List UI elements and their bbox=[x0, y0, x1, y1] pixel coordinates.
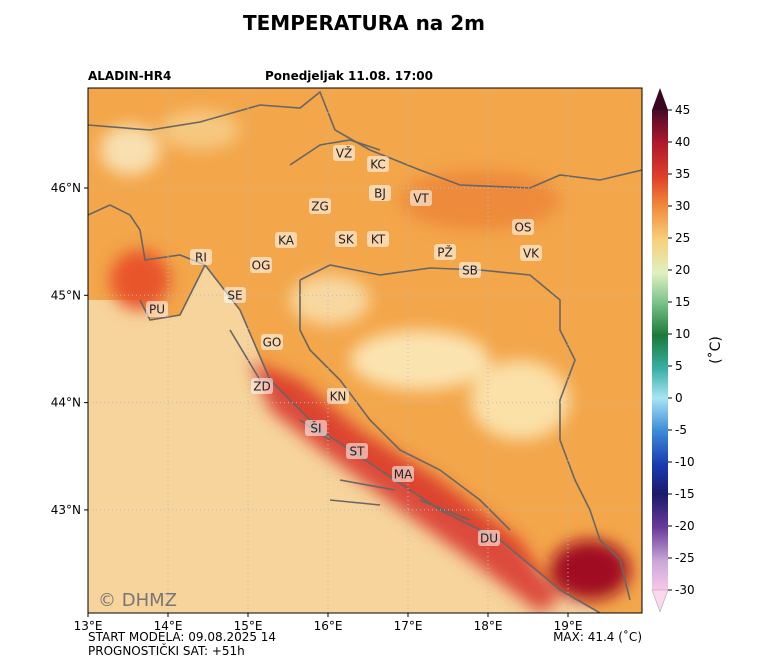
colorbar-tick-label: 30 bbox=[675, 199, 690, 213]
city-label: SE bbox=[227, 289, 242, 303]
city-label: ŠI bbox=[310, 421, 321, 436]
colorbar-tick-label: 15 bbox=[675, 295, 690, 309]
axes: 13°E 14°E 15°E 16°E 17°E 18°E 19°E 46°N 45°N 44°N… bbox=[51, 181, 583, 633]
colorbar bbox=[652, 110, 668, 590]
city-badge bbox=[335, 231, 357, 247]
city-label: KA bbox=[278, 234, 295, 248]
colorbar-tick-label: -25 bbox=[675, 551, 695, 565]
city-badge bbox=[146, 301, 168, 317]
city-label: BJ bbox=[374, 187, 386, 201]
map-frame bbox=[87, 87, 643, 614]
city-badge bbox=[309, 198, 331, 214]
city-label: SK bbox=[338, 233, 355, 247]
x-tick-label: 16°E bbox=[314, 619, 343, 633]
y-tick-label: 43°N bbox=[51, 503, 81, 517]
x-tick-label: 15°E bbox=[234, 619, 263, 633]
map: VŽ KC BJ VT ZG OS KA SK KT PŽ VK RI OG SB SE PU GO ZD KN ŠI… bbox=[88, 88, 642, 613]
city-label: VK bbox=[523, 247, 540, 261]
colorbar-tick-label: -20 bbox=[675, 519, 695, 533]
city-label: DU bbox=[480, 532, 498, 546]
city-badge bbox=[410, 190, 432, 206]
colorbar-tick-label: -10 bbox=[675, 455, 695, 469]
colorbar-tick-label: 45 bbox=[675, 103, 690, 117]
colorbar-tick-label: 10 bbox=[675, 327, 690, 341]
colorbar-tick-label: 35 bbox=[675, 167, 690, 181]
city-badge bbox=[478, 530, 500, 546]
x-tick-label: 19°E bbox=[554, 619, 583, 633]
city-label: KT bbox=[371, 233, 386, 247]
city-badge bbox=[346, 443, 368, 459]
city-label: GO bbox=[263, 336, 282, 350]
colorbar-extend-min bbox=[651, 589, 669, 613]
city-label: SB bbox=[462, 264, 478, 278]
x-tick-label: 17°E bbox=[394, 619, 423, 633]
colorbar-tick-label: -30 bbox=[675, 583, 695, 597]
city-badge bbox=[327, 388, 349, 404]
city-label: OG bbox=[252, 259, 271, 273]
city-labels: VŽ KC BJ VT ZG OS KA SK KT PŽ VK RI OG SB SE PU GO ZD KN ŠI… bbox=[146, 145, 542, 546]
colorbar-extend-max bbox=[652, 88, 668, 110]
x-tick-label: 14°E bbox=[154, 619, 183, 633]
city-badge bbox=[367, 231, 389, 247]
city-badge bbox=[459, 262, 481, 278]
model-start: START MODELA: 09.08.2025 14 bbox=[88, 630, 276, 644]
x-tick-label: 18°E bbox=[474, 619, 503, 633]
colorbar-tick-label: 5 bbox=[675, 359, 683, 373]
city-badge bbox=[367, 156, 389, 172]
y-tick-label: 44°N bbox=[51, 396, 81, 410]
city-label: VŽ bbox=[336, 146, 352, 161]
copyright: © DHMZ bbox=[98, 590, 177, 611]
colorbar-tick-label: 0 bbox=[675, 391, 683, 405]
city-label: VT bbox=[413, 192, 429, 206]
city-label: MA bbox=[394, 468, 413, 482]
title: TEMPERATURA na 2m bbox=[243, 11, 485, 35]
graticule bbox=[88, 88, 642, 613]
city-badge bbox=[261, 334, 283, 350]
city-badge bbox=[392, 466, 414, 482]
city-label: PŽ bbox=[437, 245, 452, 260]
city-badge bbox=[434, 244, 456, 260]
colorbar-ticks: 45 40 35 30 25 20 15 10 5 0 -5 -10 -15 -20 -25 -30 bbox=[668, 103, 695, 597]
city-badge bbox=[190, 249, 212, 265]
city-label: KC bbox=[370, 158, 386, 172]
model-name: ALADIN-HR4 bbox=[88, 69, 171, 83]
city-label: ZG bbox=[311, 200, 329, 214]
city-badge bbox=[369, 185, 391, 201]
city-badge bbox=[333, 145, 355, 161]
city-label: PU bbox=[149, 303, 165, 317]
city-label: OS bbox=[514, 221, 531, 235]
city-label: KN bbox=[330, 390, 347, 404]
colorbar-tick-label: -15 bbox=[675, 487, 695, 501]
colorbar-tick-label: -5 bbox=[675, 423, 687, 437]
colorbar-tick-label: 20 bbox=[675, 263, 690, 277]
city-badge bbox=[275, 232, 297, 248]
city-label: ST bbox=[350, 445, 366, 459]
y-tick-label: 45°N bbox=[51, 288, 81, 302]
colorbar-tick-label: 25 bbox=[675, 231, 690, 245]
city-badge bbox=[250, 257, 272, 273]
forecast-hour: PROGNOSTIČKI SAT: +51h bbox=[88, 643, 245, 658]
city-label: RI bbox=[195, 251, 207, 265]
city-badge bbox=[520, 245, 542, 261]
colorbar-label: (˚C) bbox=[707, 336, 724, 364]
city-badge bbox=[512, 219, 534, 235]
y-tick-label: 46°N bbox=[51, 181, 81, 195]
city-badge bbox=[305, 420, 327, 436]
city-label: ZD bbox=[253, 380, 270, 394]
colorbar-tick-label: 40 bbox=[675, 135, 690, 149]
max-value: MAX: 41.4 (˚C) bbox=[553, 629, 642, 644]
x-tick-label: 13°E bbox=[74, 619, 103, 633]
city-badge bbox=[224, 287, 246, 303]
city-badge bbox=[251, 378, 273, 394]
valid-time: Ponedjeljak 11.08. 17:00 bbox=[265, 69, 433, 83]
